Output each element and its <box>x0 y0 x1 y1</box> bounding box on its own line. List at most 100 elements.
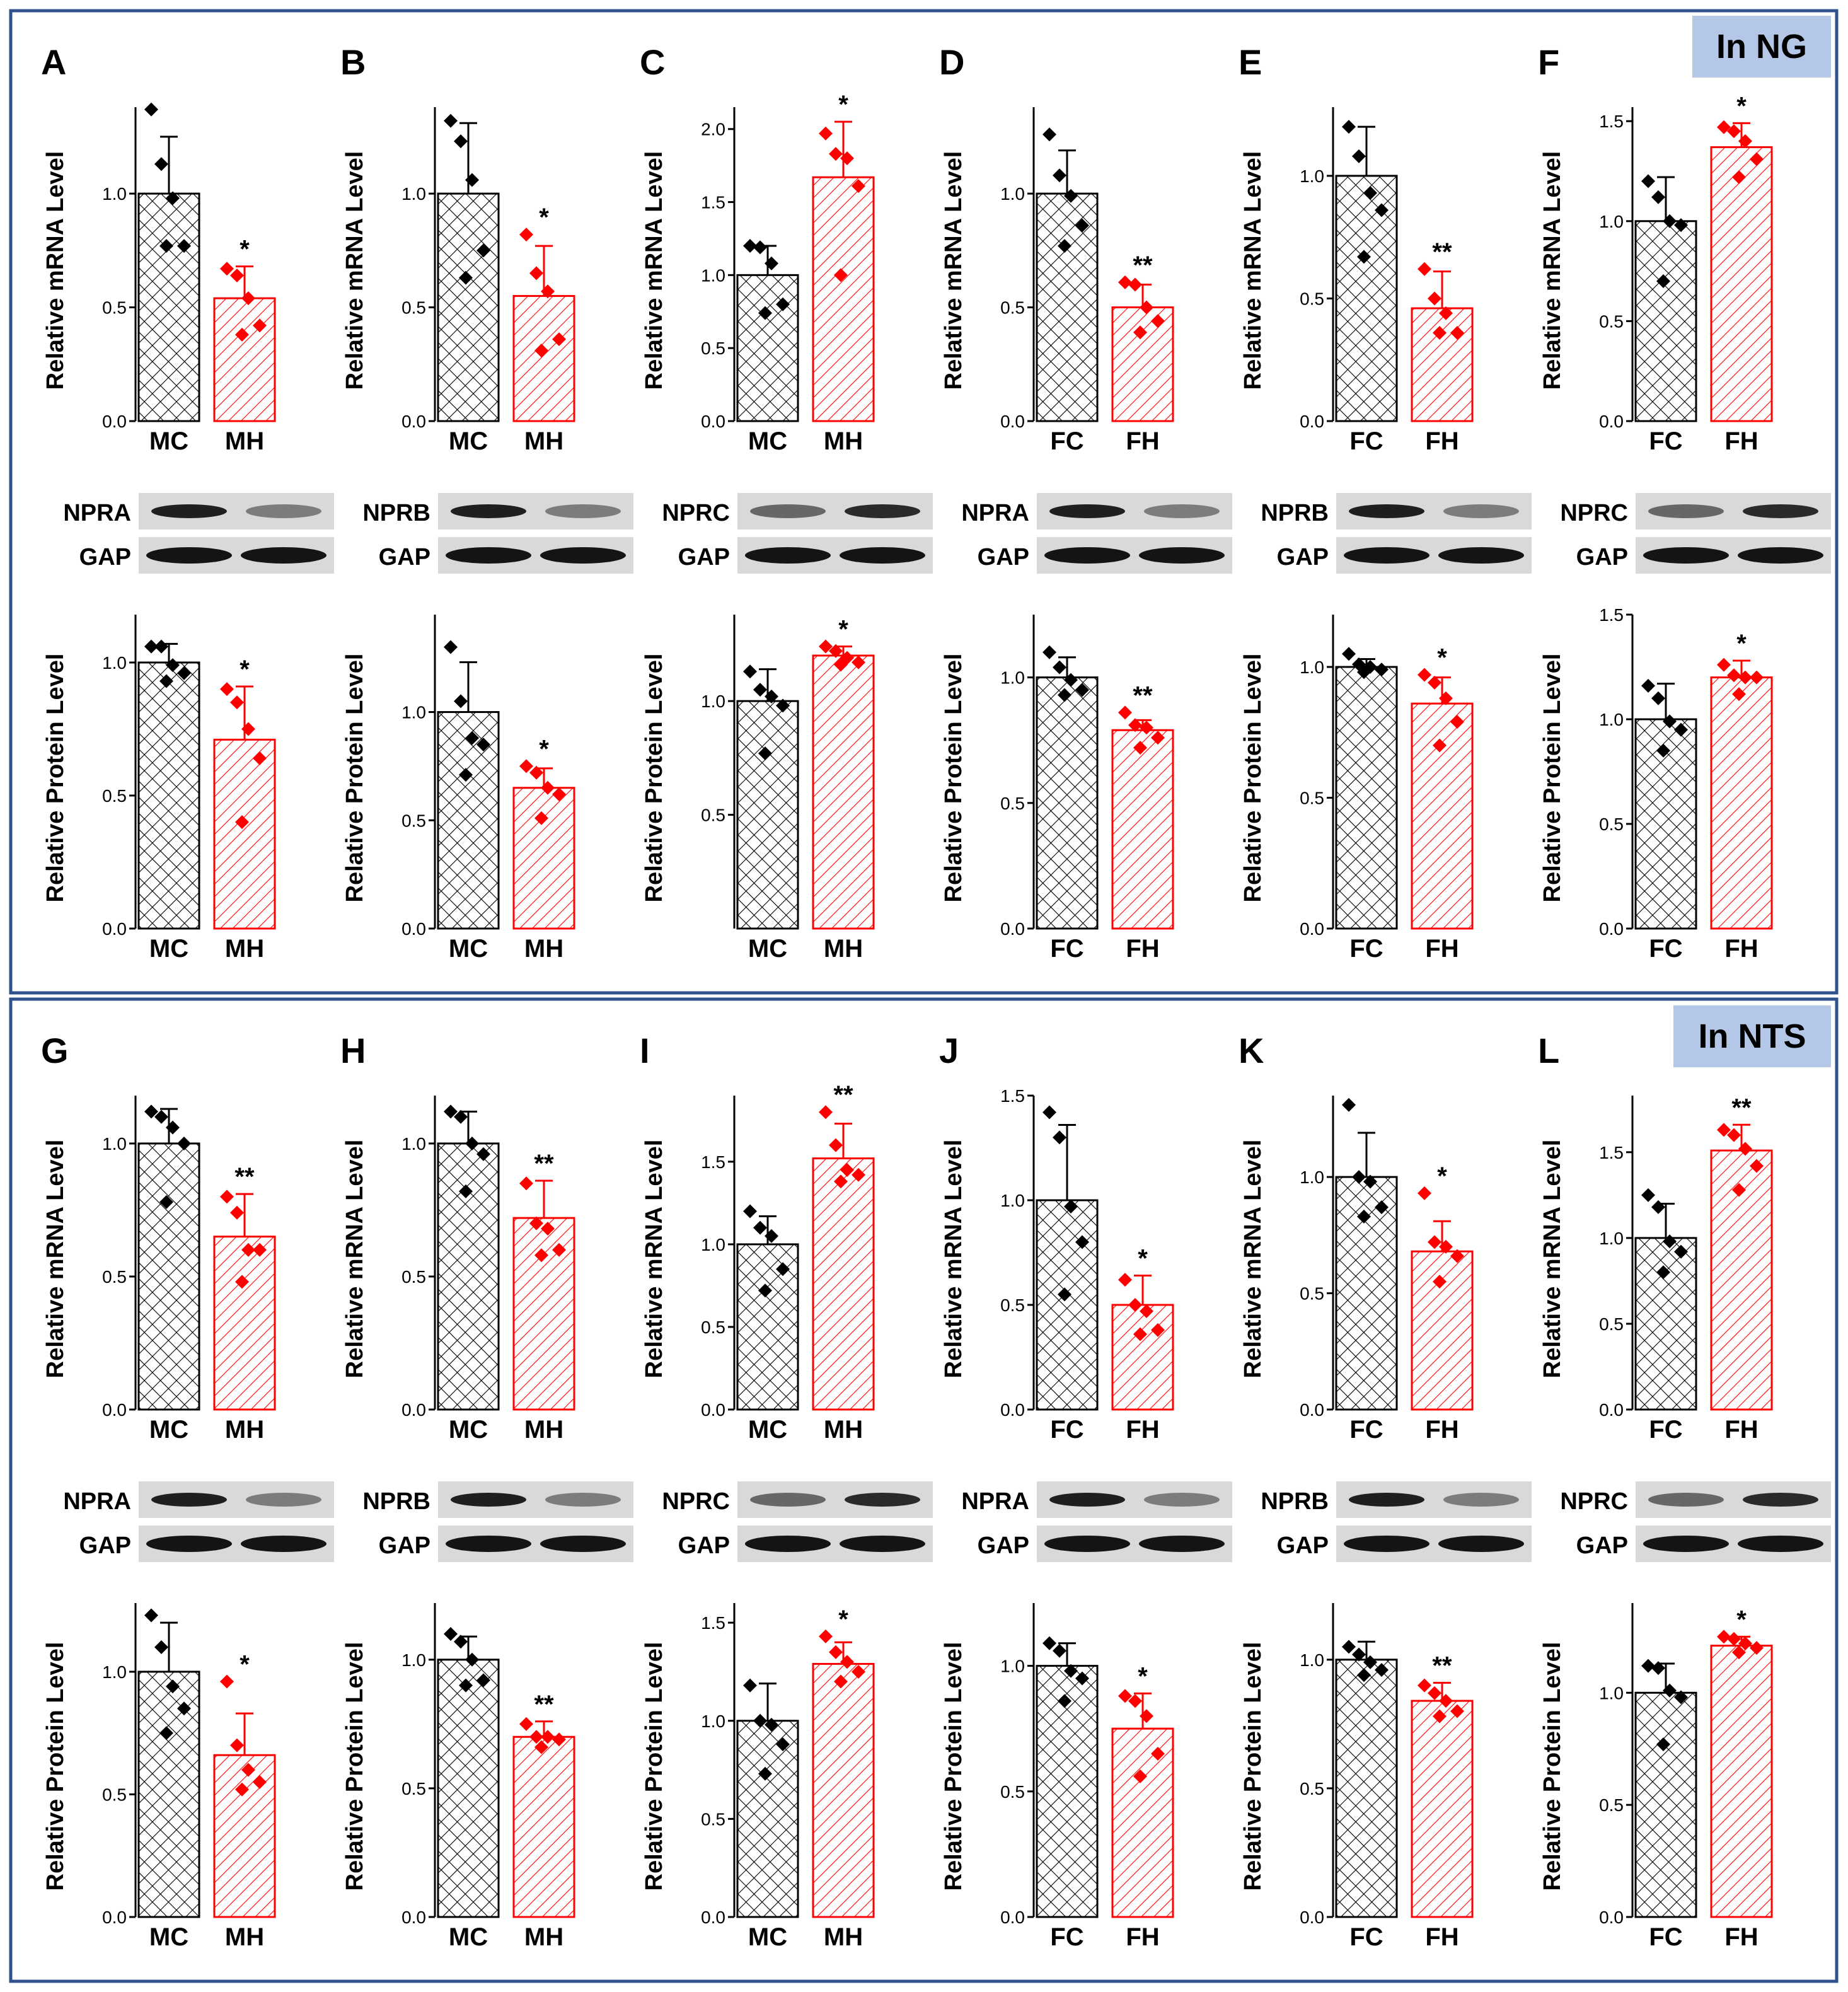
x-category-label: FC <box>1649 427 1682 455</box>
data-point <box>1750 1159 1764 1173</box>
data-point <box>743 239 757 253</box>
y-tick-label: 0.5 <box>401 1779 426 1798</box>
blot-band <box>1144 1493 1220 1507</box>
y-tick-label: 0.0 <box>1599 412 1624 431</box>
x-category-label: MC <box>149 1416 188 1444</box>
data-point <box>1674 218 1688 233</box>
blot-band <box>745 547 831 564</box>
panel-A: A 0.0 0.5 1.0 MC MH * Relative mRNA Level NPRA GA… <box>41 42 334 963</box>
data-point <box>1651 1661 1665 1676</box>
blot-band <box>1139 1536 1225 1552</box>
western-blot: NPRC GAP <box>1560 1481 1831 1562</box>
data-point <box>1656 1737 1670 1752</box>
x-category-label: MH <box>225 1416 264 1444</box>
data-point <box>1433 738 1447 753</box>
data-point <box>1656 743 1670 758</box>
significance-marker: ** <box>1133 681 1153 709</box>
data-point <box>1128 718 1142 733</box>
data-point <box>159 239 173 253</box>
data-point <box>230 695 244 710</box>
data-point <box>529 1730 543 1744</box>
data-point <box>1053 1130 1066 1145</box>
data-point <box>776 1737 790 1752</box>
significance-marker: * <box>240 1651 250 1679</box>
data-point <box>235 1275 249 1289</box>
y-axis-label: Relative Protein Level <box>940 1642 967 1891</box>
data-point <box>1656 274 1670 288</box>
bar-control <box>137 192 200 422</box>
bar-treated <box>812 654 875 930</box>
y-axis-label: Relative mRNA Level <box>940 1140 967 1379</box>
data-point <box>519 759 533 773</box>
y-axis-label: Relative Protein Level <box>42 1642 69 1891</box>
data-point <box>1352 1647 1366 1662</box>
blot-band <box>1643 1536 1729 1552</box>
western-blot: NPRA GAP <box>961 493 1232 574</box>
data-point <box>1118 275 1132 289</box>
data-point <box>1656 1265 1670 1280</box>
x-category-label: MH <box>225 935 264 963</box>
blot-band <box>1643 547 1729 564</box>
blot-band <box>451 1493 526 1507</box>
bar-control <box>437 1659 500 1918</box>
bar-control <box>137 1671 200 1918</box>
data-point <box>1042 1636 1056 1650</box>
data-point <box>840 1162 854 1177</box>
significance-marker: ** <box>833 1081 853 1109</box>
blot-reference-label: GAP <box>379 544 430 570</box>
data-point <box>1727 1128 1741 1142</box>
bar-treated <box>1411 307 1474 422</box>
blot-band <box>750 504 826 518</box>
data-point <box>1140 721 1153 735</box>
bar-control <box>736 700 799 930</box>
data-point <box>834 657 848 672</box>
significance-marker: ** <box>534 1691 554 1718</box>
data-point <box>1674 1690 1688 1705</box>
bar-treated <box>213 1754 276 1918</box>
data-point <box>476 1673 490 1688</box>
data-point <box>534 1740 548 1754</box>
bar-control <box>1634 220 1697 422</box>
panel-H: H 0.0 0.5 1.0 MC MH ** Relative mRNA Level NPRB G… <box>340 1031 633 1951</box>
blot-reference-label: GAP <box>1277 1532 1329 1559</box>
data-point <box>1663 1234 1677 1249</box>
y-tick-label: 0.5 <box>701 339 725 358</box>
x-category-label: FC <box>1050 427 1083 455</box>
bar-treated <box>1111 306 1174 422</box>
panel-D: D 0.0 0.5 1.0 FC FH ** Relative mRNA Level NPRA G… <box>939 42 1232 963</box>
blot-band <box>146 1536 232 1552</box>
panel-letter: I <box>640 1031 650 1070</box>
data-point <box>840 151 854 166</box>
data-point <box>758 1283 772 1298</box>
data-point <box>1450 1704 1464 1718</box>
data-point <box>753 240 767 255</box>
panel-C-protein-chart: 0.5 1.0 MC MH * Relative Protein Level <box>641 615 875 963</box>
y-tick-label: 1.0 <box>1300 657 1324 677</box>
data-point <box>541 780 555 795</box>
data-point <box>1738 1636 1752 1651</box>
x-category-label: FH <box>1425 1416 1458 1444</box>
x-category-label: MC <box>449 427 488 455</box>
x-category-label: MH <box>524 1923 563 1951</box>
data-point <box>519 1176 533 1191</box>
bar-control <box>437 711 500 930</box>
significance-marker: * <box>240 656 250 683</box>
y-tick-label: 2.0 <box>701 120 725 139</box>
data-point <box>1651 1200 1665 1214</box>
y-tick-label: 0.0 <box>102 412 127 431</box>
blot-target-label: NPRB <box>362 1488 430 1515</box>
x-category-label: MC <box>748 427 787 455</box>
significance-marker: ** <box>1432 238 1452 266</box>
bar-treated <box>1111 1304 1174 1411</box>
data-point <box>852 655 865 669</box>
data-point <box>1674 722 1688 737</box>
significance-marker: * <box>1138 1662 1148 1690</box>
bar-control <box>437 1142 500 1411</box>
y-tick-label: 0.0 <box>701 1908 725 1927</box>
data-point <box>1428 1235 1441 1249</box>
data-point <box>1717 1123 1731 1137</box>
data-point <box>1064 1664 1078 1678</box>
data-point <box>1674 1244 1688 1259</box>
blot-reference-label: GAP <box>678 1532 730 1559</box>
data-point <box>241 1242 255 1257</box>
